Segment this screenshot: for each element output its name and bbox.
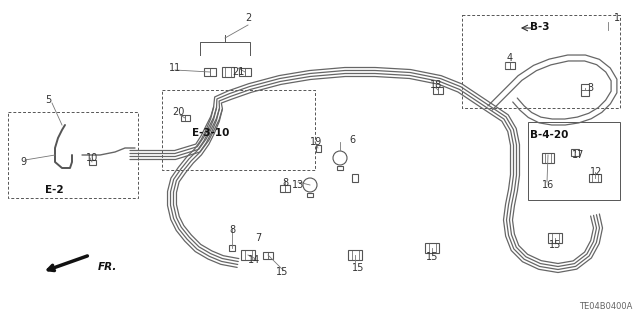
Text: 21: 21 — [232, 67, 244, 77]
Text: 15: 15 — [549, 240, 561, 250]
Bar — [222, 67, 234, 77]
Bar — [352, 174, 358, 182]
Text: 8: 8 — [282, 178, 288, 188]
Bar — [337, 166, 343, 170]
Text: 19: 19 — [310, 137, 322, 147]
Text: 4: 4 — [507, 53, 513, 63]
Text: E-2: E-2 — [45, 185, 63, 195]
Bar — [548, 233, 562, 243]
Bar — [307, 193, 313, 197]
Bar — [263, 251, 273, 258]
Bar — [241, 250, 255, 260]
Bar — [581, 84, 589, 96]
Text: 11: 11 — [169, 63, 181, 73]
Bar — [589, 174, 601, 182]
Text: 8: 8 — [229, 225, 235, 235]
Text: 17: 17 — [572, 150, 584, 160]
Text: TE04B0400A: TE04B0400A — [579, 302, 632, 311]
Text: 13: 13 — [292, 180, 304, 190]
Text: 3: 3 — [587, 83, 593, 93]
Bar — [425, 243, 439, 253]
Text: 15: 15 — [352, 263, 364, 273]
Bar — [204, 68, 216, 76]
Text: 15: 15 — [276, 267, 288, 277]
Bar — [505, 62, 515, 69]
Text: 10: 10 — [86, 153, 98, 163]
Text: 18: 18 — [430, 80, 442, 90]
Text: 12: 12 — [590, 167, 602, 177]
Bar — [433, 86, 444, 93]
Text: B-3: B-3 — [530, 22, 550, 32]
Text: 9: 9 — [20, 157, 26, 167]
Text: 16: 16 — [542, 180, 554, 190]
Bar — [180, 115, 189, 121]
Bar — [229, 245, 235, 251]
Text: 7: 7 — [255, 233, 261, 243]
Text: 5: 5 — [45, 95, 51, 105]
Text: E-3-10: E-3-10 — [192, 128, 229, 138]
Text: 2: 2 — [245, 13, 251, 23]
Bar — [280, 184, 291, 191]
Bar — [348, 250, 362, 260]
Text: 20: 20 — [172, 107, 184, 117]
Text: 6: 6 — [349, 135, 355, 145]
Text: FR.: FR. — [98, 262, 117, 272]
Text: 14: 14 — [248, 255, 260, 265]
Text: 1: 1 — [614, 13, 620, 23]
Bar — [571, 149, 579, 155]
Bar — [88, 160, 95, 165]
Bar — [316, 145, 321, 152]
Text: B-4-20: B-4-20 — [530, 130, 568, 140]
Bar — [542, 153, 554, 163]
Text: 15: 15 — [426, 252, 438, 262]
Bar — [239, 68, 251, 76]
